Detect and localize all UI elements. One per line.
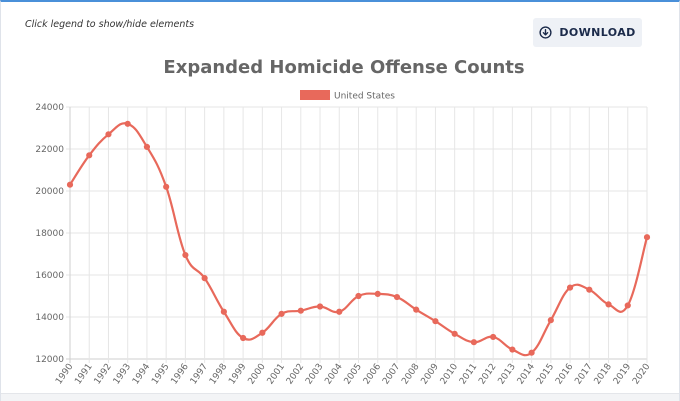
x-tick-label: 1999 bbox=[227, 362, 248, 387]
y-tick-label: 14000 bbox=[35, 313, 64, 323]
x-tick-label: 1991 bbox=[73, 362, 94, 386]
data-point[interactable] bbox=[355, 292, 362, 300]
y-tick-label: 24000 bbox=[35, 103, 64, 113]
x-tick-label: 2017 bbox=[573, 362, 594, 386]
x-tick-label: 1997 bbox=[189, 362, 210, 386]
x-tick-label: 2004 bbox=[323, 362, 344, 387]
legend-hint: Click legend to show/hide elements bbox=[25, 19, 195, 30]
data-point[interactable] bbox=[413, 306, 420, 313]
x-tick-label: 1998 bbox=[208, 362, 229, 387]
x-tick-label: 1990 bbox=[54, 362, 75, 387]
x-tick-label: 2000 bbox=[246, 362, 267, 387]
x-tick-label: 2006 bbox=[362, 362, 383, 387]
data-point[interactable] bbox=[547, 317, 554, 324]
x-tick-label: 2007 bbox=[381, 362, 402, 386]
y-tick-label: 16000 bbox=[35, 271, 64, 281]
data-point[interactable] bbox=[451, 330, 458, 337]
legend-swatch[interactable] bbox=[300, 90, 330, 100]
data-point[interactable] bbox=[528, 349, 535, 356]
x-tick-label: 1994 bbox=[131, 362, 152, 387]
x-tick-label: 1996 bbox=[170, 362, 191, 387]
y-tick-label: 22000 bbox=[35, 145, 64, 155]
data-point[interactable] bbox=[278, 310, 285, 317]
data-point[interactable] bbox=[259, 329, 266, 336]
y-tick-label: 20000 bbox=[35, 187, 64, 197]
x-tick-label: 2005 bbox=[343, 362, 364, 386]
data-point[interactable] bbox=[490, 333, 497, 341]
x-tick-label: 2016 bbox=[554, 362, 575, 387]
x-tick-label: 2011 bbox=[458, 362, 479, 386]
line-chart: Expanded Homicide Offense Counts United … bbox=[35, 57, 652, 387]
x-tick-label: 2012 bbox=[477, 362, 498, 386]
x-tick-label: 2013 bbox=[496, 362, 517, 386]
data-point[interactable] bbox=[297, 307, 304, 314]
x-tick-label: 2019 bbox=[612, 362, 633, 387]
x-tick-label: 1993 bbox=[112, 362, 133, 386]
data-point[interactable] bbox=[643, 234, 651, 241]
x-tick-label: 2009 bbox=[420, 362, 441, 387]
data-point[interactable] bbox=[605, 301, 612, 308]
data-point[interactable] bbox=[336, 308, 343, 315]
data-point[interactable] bbox=[316, 303, 324, 310]
data-point[interactable] bbox=[509, 346, 516, 353]
x-tick-label: 1992 bbox=[93, 362, 114, 386]
data-point[interactable] bbox=[143, 143, 151, 150]
y-tick-label: 18000 bbox=[35, 229, 64, 239]
x-tick-label: 2001 bbox=[266, 362, 287, 386]
chart-title: Expanded Homicide Offense Counts bbox=[163, 57, 524, 78]
data-point[interactable] bbox=[201, 275, 208, 282]
data-point[interactable] bbox=[432, 318, 439, 325]
x-tick-label: 2003 bbox=[304, 362, 325, 386]
data-point[interactable] bbox=[124, 120, 131, 127]
x-tick-label: 2018 bbox=[593, 362, 614, 387]
data-point[interactable] bbox=[66, 181, 74, 188]
data-point[interactable] bbox=[374, 290, 381, 297]
x-tick-label: 2008 bbox=[400, 362, 421, 387]
data-point[interactable] bbox=[624, 302, 631, 309]
bottom-strip bbox=[1, 393, 679, 401]
data-point[interactable] bbox=[393, 293, 401, 301]
data-point[interactable] bbox=[182, 251, 189, 259]
x-tick-label: 2020 bbox=[631, 362, 652, 387]
data-point[interactable] bbox=[240, 334, 247, 342]
x-tick-label: 2015 bbox=[535, 362, 556, 386]
download-button[interactable]: DOWNLOAD bbox=[533, 18, 642, 47]
data-point[interactable] bbox=[86, 152, 93, 159]
x-tick-label: 1995 bbox=[150, 362, 171, 386]
data-point[interactable] bbox=[470, 339, 477, 346]
data-point[interactable] bbox=[163, 183, 170, 190]
data-point[interactable] bbox=[566, 284, 574, 291]
x-tick-label: 2002 bbox=[285, 362, 306, 386]
x-tick-label: 2014 bbox=[516, 362, 537, 387]
download-label: DOWNLOAD bbox=[559, 26, 636, 39]
y-tick-label: 12000 bbox=[35, 355, 64, 365]
x-tick-label: 2010 bbox=[439, 362, 460, 387]
data-point[interactable] bbox=[220, 308, 227, 315]
legend[interactable]: United States bbox=[300, 90, 395, 102]
data-point[interactable] bbox=[586, 286, 593, 293]
download-circle-icon bbox=[539, 26, 552, 39]
data-point[interactable] bbox=[105, 131, 112, 138]
legend-label[interactable]: United States bbox=[334, 92, 395, 102]
